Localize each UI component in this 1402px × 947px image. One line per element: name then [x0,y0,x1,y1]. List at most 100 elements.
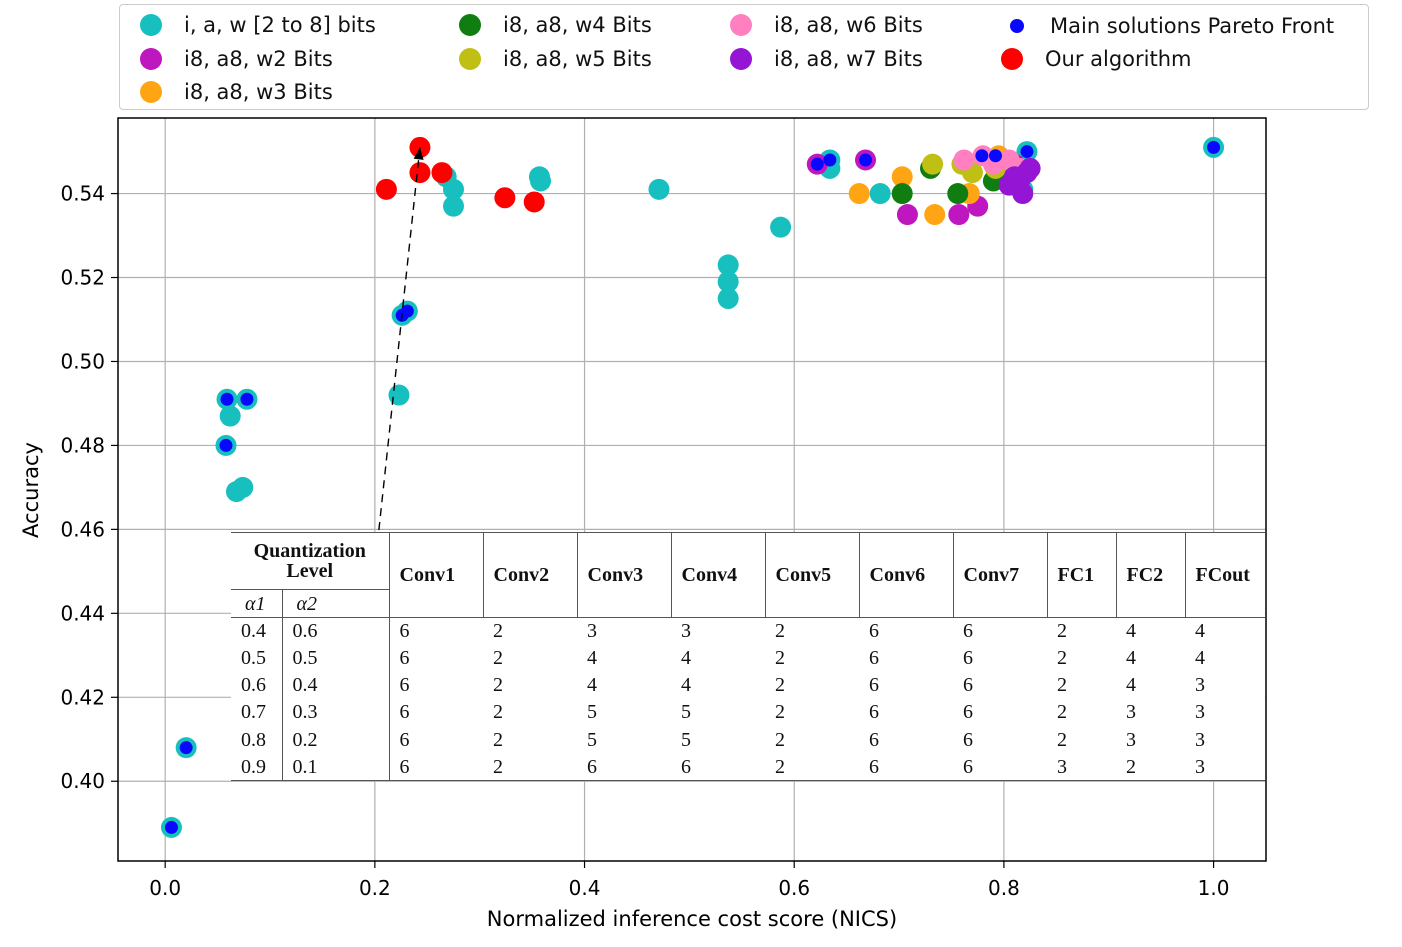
table-cell: 0.6 [241,674,266,697]
table-cell: 6 [388,644,484,672]
y-tick-label: 0.44 [60,601,105,625]
table-cell: 3 [1126,701,1137,724]
table-cell: 4 [1195,620,1206,643]
table-col-header: Conv2 [482,532,578,618]
table-row: 0.7 0.3 6 2 5 5 2 6 6 2 3 3 [231,698,1265,727]
table-cell: 5 [681,728,692,751]
table-col-header: Conv6 [858,532,954,618]
table-cell: 2 [1116,753,1186,782]
data-point [431,162,453,184]
table-cell: 4 [1126,647,1137,669]
table-cell: 6 [869,674,880,697]
table-cell: 6 [388,753,484,782]
table-cell: 0.9 [231,753,282,782]
data-point [717,271,739,293]
data-point [1012,183,1034,205]
table-cell: 2 [493,620,504,643]
legend-item: Main solutions Pareto Front [1006,14,1334,38]
legend-item: i8, a8, w5 Bits [459,47,652,71]
table-col-header: FC1 [1046,532,1117,618]
data-point [869,183,891,205]
table-col-header: Conv5 [764,532,860,618]
table-cell: 0.7 [241,701,266,724]
data-point [375,178,397,200]
data-point [953,149,975,171]
table-cell: 0.6 [281,617,390,645]
table-cell: 2 [493,674,504,697]
table-cell: 6 [963,647,974,669]
legend-item: i8, a8, w2 Bits [140,47,333,71]
data-point [409,162,431,184]
table-cell: 5 [587,728,598,751]
table-cell: 6 [388,617,484,645]
table-cell: 2 [765,753,860,782]
table-cell: 4 [681,647,692,669]
quantization-table: Quantization Level Conv1 Conv2 Conv3 Con… [231,531,1266,782]
table-cell: 6 [963,728,974,751]
table-cell: 6 [869,620,880,643]
table-cell: 3 [1185,753,1266,782]
table-cell: 6 [963,620,974,643]
y-axis-label: Accuracy [19,442,43,538]
legend-marker [459,48,481,70]
annotation-arrowhead [413,147,424,160]
table-cell: 5 [587,701,598,724]
data-point [810,157,824,171]
alpha2-header: α2 [281,589,390,618]
data-point [896,204,918,226]
legend-item: i8, a8, w4 Bits [459,13,652,37]
data-point [717,254,739,276]
table-cell: 3 [1195,701,1206,724]
table-cell: 2 [1057,674,1068,697]
table-row: 0.9 0.1 6 2 6 6 2 6 6 3 2 3 [231,753,1266,782]
x-tick-label: 0.8 [988,876,1020,900]
table-cell: 6 [859,753,954,782]
legend-marker [140,81,162,103]
table-row: 0.8 0.2 6 2 5 5 2 6 6 2 3 3 [231,726,1265,754]
x-tick-label: 1.0 [1198,876,1230,900]
table-col-header: FCout [1184,532,1266,618]
legend-label: i8, a8, w3 Bits [184,80,333,104]
table-row: 0.6 0.4 6 2 4 4 2 6 6 2 4 3 [231,671,1265,699]
table-cell: 6 [963,674,974,697]
table-row: 0.5 0.5 6 2 4 4 2 6 6 2 4 4 [231,644,1265,672]
table-cell: 0.1 [281,753,390,782]
table-cell: 2 [775,728,786,751]
table-cell: 3 [1047,753,1117,782]
y-tick-label: 0.54 [60,182,105,206]
table-cell: 2 [1057,701,1068,724]
data-point [975,149,989,163]
plot-frame [117,117,1267,862]
data-points [160,136,1225,838]
table-col-header: Conv4 [670,532,766,618]
table-cell: 0.3 [281,698,390,727]
table-cell: 3 [1195,728,1206,751]
data-point [219,438,233,452]
data-point [922,153,944,175]
table-cell: 6 [388,698,484,727]
data-point [232,476,254,498]
x-axis-label: Normalized inference cost score (NICS) [487,907,897,931]
legend: i, a, w [2 to 8] bits i8, a8, w2 Bits i8… [119,4,1369,110]
y-tick-label: 0.50 [60,349,105,373]
data-point [848,183,870,205]
data-point [648,178,670,200]
table-cell: 2 [775,647,786,669]
legend-label: i8, a8, w2 Bits [184,47,333,71]
data-point [891,183,913,205]
legend-label: i8, a8, w4 Bits [503,13,652,37]
data-point [164,820,178,834]
table-col-header: Conv3 [576,532,672,618]
y-tick-label: 0.40 [60,769,105,793]
x-axis: 0.0 0.2 0.4 0.6 0.8 1.0 [149,861,1229,900]
legend-item: i8, a8, w7 Bits [730,47,923,71]
data-point [770,216,792,238]
table-cell: 5 [681,701,692,724]
legend-marker [730,14,752,36]
data-point [948,204,970,226]
table-cell: 6 [388,726,484,754]
legend-label: i8, a8, w7 Bits [774,47,923,71]
table-body: 0.4 0.6 6 2 3 3 2 6 6 2 4 4 0.5 0.5 6 2 4 4 2 6 6 2 4 4 0.6 0.4 6 2… [231,617,1266,782]
data-point [530,170,552,192]
